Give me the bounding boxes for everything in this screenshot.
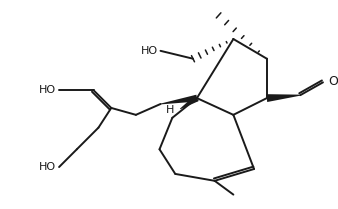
Text: H: H bbox=[166, 105, 174, 115]
Text: HO: HO bbox=[39, 85, 56, 95]
Text: O: O bbox=[328, 75, 338, 88]
Text: HO: HO bbox=[140, 46, 158, 56]
Polygon shape bbox=[266, 94, 300, 102]
Polygon shape bbox=[180, 95, 199, 109]
Polygon shape bbox=[161, 95, 197, 104]
Text: HO: HO bbox=[39, 162, 56, 172]
